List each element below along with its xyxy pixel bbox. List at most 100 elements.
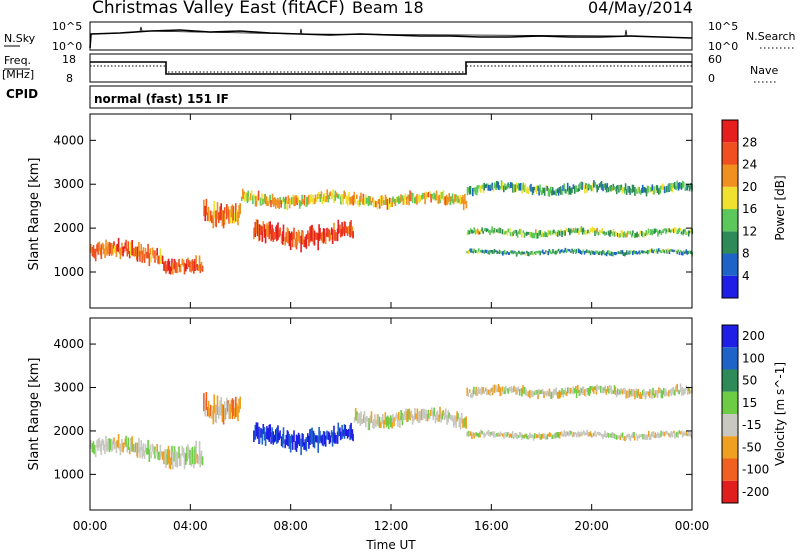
heatmap-cell	[645, 251, 647, 254]
heatmap-cell	[620, 230, 623, 236]
heatmap-cell	[548, 432, 551, 437]
heatmap-cell	[437, 195, 440, 204]
heatmap-cell	[609, 185, 611, 191]
heatmap-cell	[661, 431, 664, 436]
heatmap-cell	[509, 228, 511, 234]
heatmap-cell	[536, 251, 538, 254]
heatmap-cell	[403, 411, 406, 421]
heatmap-cell	[448, 193, 450, 202]
heatmap-cell	[356, 194, 358, 200]
heatmap-cell	[140, 243, 142, 255]
heatmap-cell	[539, 390, 542, 394]
heatmap-cell	[573, 185, 576, 194]
heatmap-cell	[686, 250, 689, 255]
heatmap-cell	[652, 250, 654, 254]
heatmap-cell	[608, 250, 610, 255]
heatmap-cell	[405, 408, 407, 420]
heatmap-cell	[259, 198, 261, 205]
heatmap-cell	[644, 187, 647, 193]
heatmap-cell	[500, 387, 503, 396]
heatmap-cell	[227, 400, 229, 412]
heatmap-cell	[549, 391, 552, 399]
heatmap-cell	[318, 427, 320, 444]
heatmap-cell	[452, 198, 455, 205]
heatmap-cell	[587, 388, 589, 396]
heatmap-cell	[487, 183, 489, 191]
heatmap-cell	[575, 386, 577, 393]
heatmap-cell	[263, 427, 266, 441]
heatmap-cell	[485, 184, 487, 189]
heatmap-cell	[254, 222, 257, 237]
heatmap-cell	[488, 250, 490, 255]
colorbar-swatch	[722, 142, 738, 165]
heatmap-cell	[248, 196, 251, 202]
heatmap-cell	[593, 228, 595, 232]
colorbar-swatch	[722, 325, 738, 348]
heatmap-cell	[383, 200, 385, 206]
heatmap-cell	[347, 226, 350, 235]
heatmap-cell	[336, 431, 339, 444]
heatmap-cell	[637, 186, 639, 192]
heatmap-cell	[621, 230, 623, 237]
heatmap-cell	[96, 440, 98, 448]
heatmap-cell	[639, 391, 642, 399]
heatmap-cell	[520, 228, 522, 235]
heatmap-cell	[544, 391, 546, 396]
heatmap-cell	[181, 258, 184, 266]
heatmap-cell	[142, 443, 145, 457]
heatmap-cell	[521, 233, 523, 238]
heatmap-cell	[575, 185, 578, 193]
heatmap-cell	[629, 390, 632, 395]
heatmap-cell	[277, 197, 279, 208]
heatmap-cell	[640, 393, 643, 400]
heatmap-cell	[442, 410, 445, 416]
heatmap-cell	[684, 228, 686, 232]
heatmap-cell	[415, 413, 417, 420]
heatmap-cell	[440, 413, 442, 423]
heatmap-cell	[469, 431, 472, 436]
heatmap-cell	[582, 182, 585, 189]
heatmap-cell	[659, 229, 661, 234]
heatmap-cell	[368, 196, 371, 206]
heatmap-cell	[684, 432, 686, 436]
heatmap-cell	[90, 440, 92, 449]
heatmap-cell	[610, 433, 612, 438]
heatmap-cell	[439, 194, 441, 204]
heatmap-cell	[160, 450, 163, 457]
heatmap-cell	[667, 432, 670, 436]
heatmap-cell	[564, 189, 567, 194]
heatmap-cell	[536, 232, 538, 239]
heatmap-cell	[634, 390, 636, 400]
heatmap-cell	[690, 183, 692, 190]
heatmap-cell	[327, 431, 330, 440]
heatmap-cell	[282, 196, 285, 202]
heatmap-cell	[633, 432, 635, 438]
heatmap-cell	[326, 189, 328, 200]
heatmap-cell	[631, 389, 634, 397]
heatmap-cell	[322, 431, 325, 447]
heatmap-cell	[107, 438, 109, 451]
heatmap-cell	[667, 248, 669, 253]
heatmap-cell	[543, 187, 546, 196]
heatmap-cell	[657, 230, 659, 237]
heatmap-cell	[215, 210, 217, 228]
heatmap-cell	[207, 400, 210, 417]
heatmap-cell	[532, 435, 535, 441]
heatmap-cell	[419, 195, 422, 202]
heatmap-cell	[276, 224, 278, 242]
heatmap-cell	[317, 233, 319, 251]
heatmap-cell	[571, 248, 573, 252]
heatmap-cell	[108, 438, 111, 453]
heatmap-cell	[649, 229, 652, 235]
heatmap-cell	[661, 249, 664, 252]
heatmap-cell	[577, 188, 579, 192]
heatmap-cell	[523, 185, 526, 193]
heatmap-cell	[382, 414, 384, 425]
heatmap-cell	[455, 194, 457, 202]
heatmap-cell	[611, 231, 614, 236]
heatmap-cell	[208, 408, 211, 418]
heatmap-cell	[684, 187, 687, 191]
heatmap-cell	[597, 231, 600, 236]
heatmap-cell	[480, 249, 482, 253]
